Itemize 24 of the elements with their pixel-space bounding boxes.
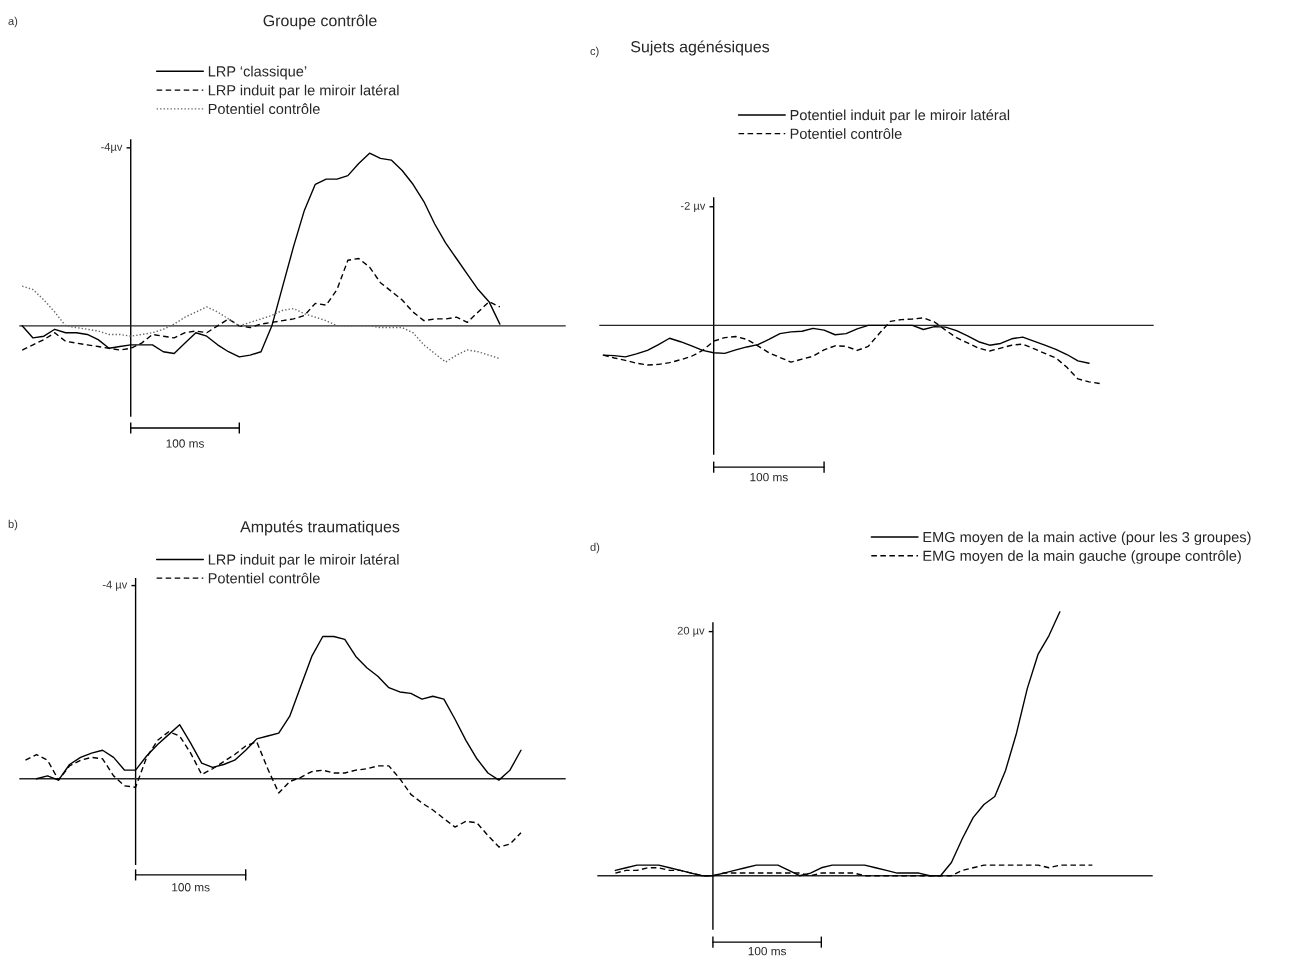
legend-label: EMG moyen de la main active (pour les 3 groupes) [923,531,1251,546]
legend-label: Potentiel induit par le miroir latéral [790,109,1010,124]
text: 100 ms [750,473,788,482]
legend-label: LRP ‘classique’ [208,65,307,80]
text: -4 µv [102,580,128,591]
text: d) [590,542,600,554]
text: a) [8,16,18,28]
text: 100 ms [172,883,210,892]
chart-title: Sujets agénésiques [631,40,770,56]
text: c) [590,46,599,58]
legend-label: LRP induit par le miroir latéral [208,84,399,99]
annotation: 20 µv [677,626,705,637]
legend-label: Potentiel contrôle [208,103,320,115]
text: 100 ms [166,439,204,448]
legend-label: Potentiel contrôle [208,572,320,584]
text: -2 µv [680,201,706,212]
text: -4µv [101,143,123,154]
text: b) [8,519,18,531]
chart-title: Groupe contrôle [263,14,377,30]
legend-label: Potentiel contrôle [790,128,902,139]
text: 100 ms [748,946,787,956]
legend-label: EMG moyen de la main gauche (groupe contrôle) [923,550,1241,564]
legend-label: LRP induit par le miroir latéral [208,553,399,568]
chart-title: Amputés traumatiques [240,520,400,536]
